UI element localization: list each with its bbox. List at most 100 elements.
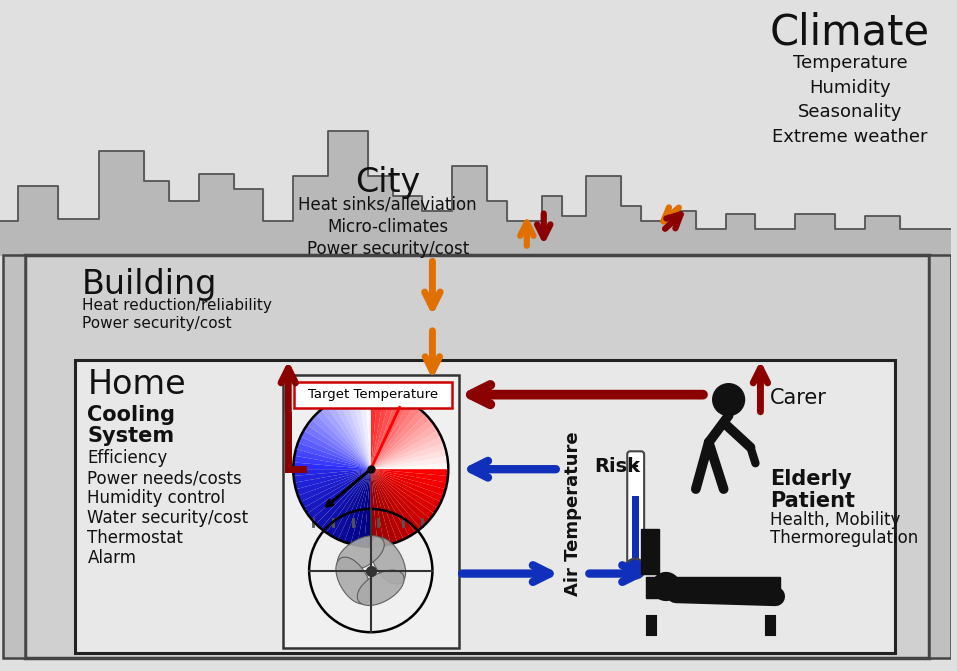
Wedge shape (307, 419, 370, 469)
Wedge shape (364, 469, 370, 547)
Wedge shape (294, 469, 370, 482)
Wedge shape (370, 469, 410, 539)
Bar (646, 576, 780, 599)
Wedge shape (300, 469, 370, 508)
Wedge shape (364, 392, 370, 469)
Wedge shape (370, 456, 448, 469)
Text: Water security/cost: Water security/cost (87, 509, 249, 527)
Wedge shape (370, 469, 434, 519)
Wedge shape (293, 462, 370, 469)
Wedge shape (370, 392, 377, 469)
Text: Elderly
Patient: Elderly Patient (770, 469, 856, 511)
Wedge shape (370, 425, 438, 469)
Bar (75, 360, 895, 653)
Wedge shape (332, 399, 370, 469)
Wedge shape (370, 397, 404, 469)
Wedge shape (298, 469, 370, 502)
Text: Thermoregulation: Thermoregulation (770, 529, 919, 547)
Wedge shape (293, 469, 370, 476)
Ellipse shape (336, 557, 371, 604)
Wedge shape (370, 406, 421, 469)
Wedge shape (370, 469, 438, 514)
Wedge shape (370, 469, 421, 533)
Wedge shape (370, 469, 448, 476)
Wedge shape (332, 469, 370, 539)
Ellipse shape (357, 570, 404, 605)
Wedge shape (311, 415, 370, 469)
Wedge shape (296, 469, 370, 496)
Circle shape (652, 572, 679, 601)
Wedge shape (370, 469, 404, 542)
Wedge shape (370, 469, 415, 536)
Text: Alarm: Alarm (87, 549, 137, 567)
Wedge shape (370, 415, 430, 469)
Text: Cooling
System: Cooling System (87, 405, 175, 446)
Text: Humidity: Humidity (809, 79, 891, 97)
Wedge shape (370, 469, 446, 496)
Wedge shape (303, 469, 370, 514)
Text: Heat reduction/reliability: Heat reduction/reliability (81, 298, 272, 313)
Wedge shape (316, 469, 370, 529)
Text: Target Temperature: Target Temperature (308, 388, 438, 401)
Bar (633, 496, 639, 566)
Wedge shape (338, 397, 370, 469)
Wedge shape (370, 469, 384, 546)
Wedge shape (370, 469, 426, 529)
Text: Efficiency: Efficiency (87, 450, 167, 467)
Wedge shape (294, 456, 370, 469)
Text: Home: Home (87, 368, 186, 401)
Wedge shape (321, 469, 370, 533)
Wedge shape (370, 469, 430, 524)
Text: Climate: Climate (769, 12, 930, 54)
Wedge shape (326, 469, 370, 536)
Text: Thermostat: Thermostat (87, 529, 184, 547)
Text: Heat sinks/alleviation: Heat sinks/alleviation (299, 196, 477, 214)
Wedge shape (311, 469, 370, 524)
Wedge shape (350, 469, 370, 546)
Wedge shape (370, 419, 434, 469)
Text: Temperature: Temperature (792, 54, 907, 72)
Bar (25, 256, 929, 658)
Wedge shape (295, 469, 370, 489)
Polygon shape (0, 132, 951, 256)
Ellipse shape (370, 537, 406, 584)
Text: Carer: Carer (770, 388, 827, 408)
Text: Power security/cost: Power security/cost (81, 316, 232, 331)
Wedge shape (370, 469, 447, 489)
Wedge shape (370, 392, 384, 469)
Bar (929, 256, 951, 658)
Bar (3, 256, 25, 658)
Wedge shape (370, 469, 390, 546)
Wedge shape (345, 395, 370, 469)
Text: Power needs/costs: Power needs/costs (87, 469, 242, 487)
Wedge shape (370, 430, 441, 469)
Text: Seasonality: Seasonality (798, 103, 902, 121)
Bar (294, 382, 453, 407)
FancyBboxPatch shape (627, 452, 644, 572)
Wedge shape (321, 406, 370, 469)
Wedge shape (370, 393, 390, 469)
Wedge shape (350, 393, 370, 469)
Wedge shape (326, 402, 370, 469)
Wedge shape (295, 449, 370, 469)
Wedge shape (370, 469, 441, 508)
Wedge shape (338, 469, 370, 542)
Wedge shape (300, 430, 370, 469)
Wedge shape (370, 449, 447, 469)
Wedge shape (370, 462, 448, 469)
Bar (283, 375, 459, 648)
Wedge shape (296, 443, 370, 469)
Wedge shape (370, 410, 426, 469)
Text: City: City (355, 166, 420, 199)
Wedge shape (370, 469, 397, 544)
Text: Risk: Risk (594, 457, 640, 476)
Wedge shape (370, 399, 410, 469)
Wedge shape (370, 469, 377, 547)
Text: Humidity control: Humidity control (87, 489, 226, 507)
Wedge shape (370, 395, 397, 469)
Ellipse shape (338, 535, 385, 571)
Circle shape (713, 384, 745, 415)
Wedge shape (370, 443, 446, 469)
Bar (641, 529, 659, 574)
Text: Power security/cost: Power security/cost (306, 240, 469, 258)
